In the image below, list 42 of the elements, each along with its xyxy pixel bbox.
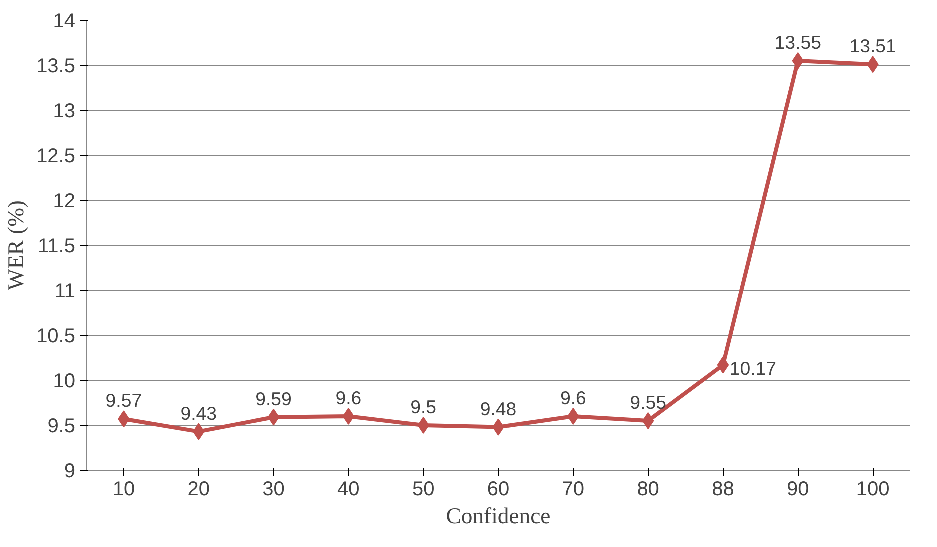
y-tick-label: 12.5 <box>36 146 76 168</box>
point <box>642 412 654 430</box>
x-tick-label: 20 <box>188 478 210 500</box>
point <box>568 408 580 425</box>
data-label: 9.59 <box>256 388 292 410</box>
x-tick-label: 30 <box>262 478 285 500</box>
data-label: 9.6 <box>560 388 586 408</box>
y-tick-label: 13.5 <box>36 56 76 78</box>
y-tick-label: 10.5 <box>36 326 76 348</box>
y-tick-label: 9.5 <box>48 416 76 438</box>
x-tick-label: 60 <box>487 478 510 500</box>
x-axis-title: Confidence <box>446 504 551 528</box>
y-tick-label: 9 <box>64 460 76 482</box>
y-tick-label: 11.5 <box>38 236 76 258</box>
point <box>418 417 430 434</box>
x-tick-label: 70 <box>562 478 585 500</box>
y-tick-label: 11 <box>54 280 76 302</box>
x-tick-label: 90 <box>787 478 810 500</box>
point <box>717 356 730 374</box>
data-label: 9.6 <box>336 388 362 408</box>
x-tick-label: 80 <box>637 478 660 500</box>
data-label: 13.51 <box>850 36 896 57</box>
y-axis-title: WER (%) <box>4 200 29 290</box>
y-tick-label: 13 <box>53 100 76 122</box>
x-tick-label: 40 <box>338 478 360 500</box>
data-label: 9.55 <box>630 392 666 413</box>
data-label: 13.55 <box>774 32 822 53</box>
point <box>268 408 280 426</box>
point <box>792 52 804 70</box>
data-label: 9.5 <box>410 396 437 418</box>
y-tick-label: 12 <box>53 190 76 212</box>
y-tick-label: 10 <box>53 370 76 392</box>
data-label: 9.43 <box>180 402 218 424</box>
x-tick-label: 88 <box>712 478 734 500</box>
y-tick-label: 14 <box>53 10 76 32</box>
data-label: 9.57 <box>106 390 142 412</box>
x-tick-label: 50 <box>412 478 435 500</box>
x-tick-label: 10 <box>112 478 136 500</box>
data-label: 9.48 <box>480 398 517 420</box>
x-tick-label: 100 <box>856 478 890 500</box>
point <box>342 408 355 425</box>
data-label: 10.17 <box>730 358 777 380</box>
